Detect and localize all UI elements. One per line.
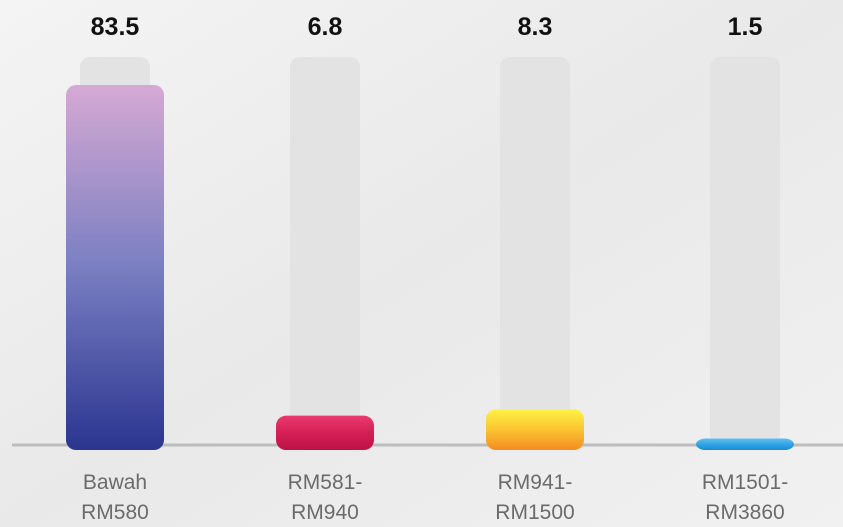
category-label: RM1501- bbox=[702, 471, 788, 494]
track bbox=[710, 57, 780, 445]
value-label: 1.5 bbox=[728, 13, 763, 41]
category-label: Bawah bbox=[83, 471, 147, 494]
value-label: 6.8 bbox=[308, 13, 343, 41]
bar bbox=[696, 439, 794, 450]
category-label: RM941- bbox=[498, 471, 573, 494]
bar bbox=[276, 416, 374, 450]
value-label: 8.3 bbox=[518, 13, 553, 41]
category-label: RM580 bbox=[81, 501, 149, 524]
bar bbox=[66, 85, 164, 450]
category-label: RM940 bbox=[291, 501, 359, 524]
category-label: RM581- bbox=[288, 471, 363, 494]
value-label: 83.5 bbox=[91, 13, 140, 41]
bar bbox=[486, 409, 584, 450]
category-label: RM3860 bbox=[705, 501, 784, 524]
category-label: RM1500 bbox=[495, 501, 574, 524]
track bbox=[290, 57, 360, 445]
track bbox=[500, 57, 570, 445]
